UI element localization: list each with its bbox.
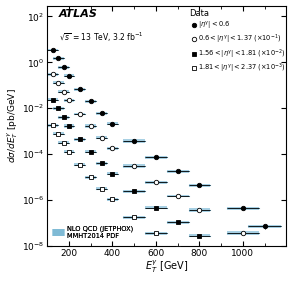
Legend: NLO QCD (JETPHOX)
MMHT2014 PDF: NLO QCD (JETPHOX) MMHT2014 PDF [51, 224, 134, 240]
Text: Data: Data [190, 9, 210, 18]
Text: ATLAS: ATLAS [59, 9, 98, 19]
Y-axis label: $d\sigma/dE^{\gamma}_{T}$ [pb/GeV]: $d\sigma/dE^{\gamma}_{T}$ [pb/GeV] [6, 88, 20, 163]
Text: $\sqrt{s}$ = 13 TeV, 3.2 fb$^{-1}$: $\sqrt{s}$ = 13 TeV, 3.2 fb$^{-1}$ [59, 31, 144, 44]
X-axis label: $E^{\gamma}_{T}$ [GeV]: $E^{\gamma}_{T}$ [GeV] [145, 259, 189, 275]
